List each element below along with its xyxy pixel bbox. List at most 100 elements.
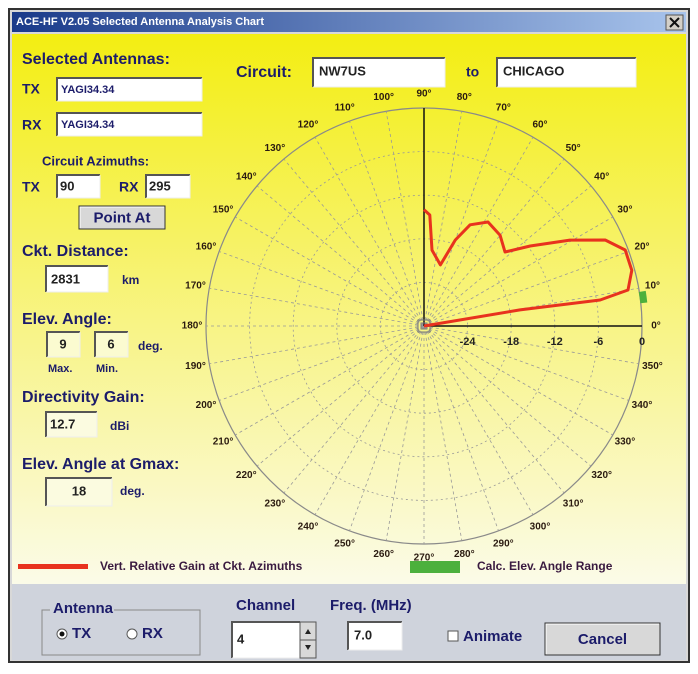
grid-spoke (219, 251, 425, 327)
r-tick-label: -18 (503, 336, 519, 348)
to-field[interactable] (496, 57, 637, 88)
angle-tick-label: 220° (236, 470, 257, 481)
field-value: CHICAGO (503, 63, 564, 78)
angle-tick-label: 0° (651, 321, 661, 332)
angle-tick-label: 70° (496, 103, 511, 114)
grid-spoke (423, 325, 463, 541)
distance-field[interactable] (45, 265, 109, 293)
field-shadow (94, 331, 128, 357)
field-shadow (145, 174, 190, 198)
label: to (466, 64, 479, 80)
radio-label: RX (142, 625, 163, 642)
close-button[interactable] (665, 14, 684, 31)
animate-checkbox[interactable]: Animate (447, 628, 522, 645)
rx-azimuth-field[interactable] (145, 174, 191, 199)
unit: km (122, 273, 139, 287)
spin-arrow (305, 629, 311, 634)
field-shadow (312, 57, 445, 87)
heading: Circuit Azimuths: (42, 153, 149, 168)
content: Selected Antennas: TX YAGI34.34 RX YAGI34.34… (18, 51, 663, 659)
grid-spoke (235, 216, 425, 327)
field-value: 2831 (51, 271, 80, 286)
field-bg (497, 58, 636, 87)
elevation-range (638, 290, 648, 304)
angle-tick-label: 160° (196, 241, 217, 252)
radio-tx[interactable]: TX (56, 625, 91, 642)
grid-spoke (349, 121, 425, 327)
min-angle-field[interactable] (94, 331, 129, 358)
button-light (79, 206, 164, 228)
field-shadow (46, 331, 80, 357)
unit: dBi (110, 419, 129, 433)
grid-spoke (349, 325, 425, 531)
gmax-angle-field[interactable] (45, 477, 113, 507)
grid-spoke (314, 137, 425, 327)
max-angle-field[interactable] (46, 331, 81, 358)
field-shadow (347, 621, 402, 650)
angle-tick-label: 150° (213, 205, 234, 216)
field-value: 7.0 (354, 627, 372, 642)
cancel-button[interactable]: Cancel (544, 622, 661, 656)
angle-tick-label: 10° (645, 280, 660, 291)
grid-spoke (385, 325, 425, 541)
field-light (57, 175, 101, 199)
channel-field[interactable] (231, 621, 301, 659)
channel-spinner[interactable] (299, 621, 317, 659)
field-shadow (56, 112, 202, 136)
legend-label: Calc. Elev. Angle Range (477, 559, 613, 573)
point-at-button[interactable]: Point At (78, 205, 166, 230)
field-light (46, 412, 98, 438)
from-field[interactable] (312, 57, 446, 88)
field-bg (348, 622, 402, 650)
radio-label: TX (72, 625, 91, 642)
button-label[interactable]: Cancel (578, 631, 627, 648)
angle-tick-label: 340° (632, 400, 653, 411)
legend-swatch (18, 564, 88, 569)
grid-spoke (423, 325, 592, 467)
field-value: 295 (149, 178, 171, 193)
field-light (57, 78, 203, 102)
field-shadow (56, 174, 100, 198)
legend-swatch (410, 561, 460, 573)
angle-tick-label: 250° (334, 539, 355, 550)
button-label[interactable]: Point At (94, 209, 151, 226)
field-bg (46, 478, 112, 506)
field-light (57, 113, 203, 137)
rx-antenna-field[interactable] (56, 112, 203, 137)
label: Ckt. Distance: (22, 243, 129, 260)
gain-pattern (422, 208, 634, 328)
field-value: 6 (107, 336, 114, 351)
grid-spoke (423, 216, 613, 327)
grid-spoke (423, 121, 499, 327)
label: Channel (236, 597, 295, 614)
angle-tick-label: 320° (591, 470, 612, 481)
tx-azimuth-field[interactable] (56, 174, 101, 199)
angle-tick-label: 300° (530, 522, 551, 533)
grid-spoke (256, 185, 425, 327)
grid-spoke (423, 325, 499, 531)
legend-label: Vert. Relative Gain at Ckt. Azimuths (100, 559, 303, 573)
grid-spoke (423, 325, 613, 436)
group-label: Antenna (53, 600, 114, 617)
angle-tick-label: 60° (532, 120, 547, 131)
angle-tick-label: 310° (563, 498, 584, 509)
field-bg (146, 175, 190, 198)
label: Min. (96, 363, 118, 375)
tx-antenna-field[interactable] (56, 77, 203, 102)
angle-tick-label: 40° (594, 172, 609, 183)
label: Freq. (MHz) (330, 597, 412, 614)
gain-field[interactable] (45, 411, 98, 438)
polar-chart: 0° 10° 20° 30° 40° 50° 60° 70° 80° 90° 100° 110° 120… (182, 89, 663, 564)
field-value: 9 (59, 336, 66, 351)
field-light (95, 332, 129, 358)
angle-tick-label: 30° (617, 205, 632, 216)
r-tick-label: -6 (594, 336, 604, 348)
field-value: 18 (72, 483, 86, 498)
field-bg (47, 332, 80, 357)
radio-rx[interactable]: RX (126, 625, 163, 642)
angle-tick-label: 180° (182, 321, 203, 332)
freq-field[interactable] (347, 621, 403, 651)
field-shadow (496, 57, 636, 87)
field-value: YAGI34.34 (61, 84, 115, 96)
group-box (41, 609, 201, 656)
